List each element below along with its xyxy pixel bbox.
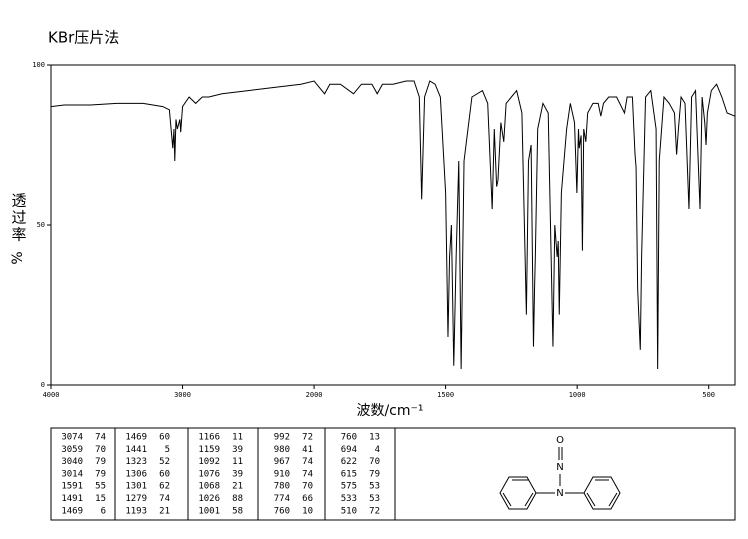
peak-wavenumber: 992 <box>274 433 290 443</box>
y-axis-unit: % <box>10 251 26 264</box>
peak-wavenumber: 1159 <box>198 445 220 455</box>
atom-label: N <box>556 488 563 499</box>
peak-wavenumber: 1092 <box>198 457 220 467</box>
peak-transmittance: 62 <box>159 482 170 492</box>
peak-transmittance: 58 <box>232 506 243 516</box>
peak-wavenumber: 575 <box>341 482 357 492</box>
peak-transmittance: 74 <box>302 469 313 479</box>
peak-wavenumber: 1491 <box>61 494 83 504</box>
peak-transmittance: 6 <box>101 506 106 516</box>
peak-transmittance: 60 <box>159 469 170 479</box>
x-tick-label: 500 <box>702 391 715 399</box>
double-bond <box>586 492 596 507</box>
peak-transmittance: 74 <box>302 457 313 467</box>
y-tick-label: 0 <box>41 381 45 389</box>
table-frame <box>50 427 736 521</box>
peak-transmittance: 5 <box>165 445 170 455</box>
peak-wavenumber: 760 <box>341 433 357 443</box>
atom-label: N <box>556 462 563 473</box>
peak-wavenumber: 760 <box>274 506 290 516</box>
peak-transmittance: 4 <box>375 445 380 455</box>
peak-wavenumber: 1001 <box>198 506 220 516</box>
peak-transmittance: 11 <box>232 433 243 443</box>
peak-wavenumber: 3074 <box>61 433 83 443</box>
peak-transmittance: 13 <box>369 433 380 443</box>
double-bond <box>502 492 512 507</box>
peak-transmittance: 21 <box>159 506 170 516</box>
chart-title: KBr压片法 <box>48 29 119 47</box>
peak-transmittance: 88 <box>232 494 243 504</box>
peak-transmittance: 53 <box>369 494 380 504</box>
peak-wavenumber: 1469 <box>61 506 83 516</box>
peak-transmittance: 70 <box>369 457 380 467</box>
peak-transmittance: 79 <box>95 457 106 467</box>
peak-wavenumber: 1076 <box>198 469 220 479</box>
peak-transmittance: 53 <box>369 482 380 492</box>
double-bond <box>524 492 534 507</box>
peak-transmittance: 70 <box>302 482 313 492</box>
peak-wavenumber: 3014 <box>61 469 83 479</box>
y-axis-label: 透过率 <box>10 193 28 244</box>
peak-transmittance: 11 <box>232 457 243 467</box>
peak-wavenumber: 1026 <box>198 494 220 504</box>
peak-transmittance: 15 <box>95 494 106 504</box>
peak-transmittance: 74 <box>95 433 106 443</box>
peak-transmittance: 79 <box>369 469 380 479</box>
peak-wavenumber: 1306 <box>125 469 147 479</box>
y-tick-label: 100 <box>32 61 45 69</box>
peak-transmittance: 72 <box>369 506 380 516</box>
benzene-ring <box>583 476 621 510</box>
peak-transmittance: 21 <box>232 482 243 492</box>
peak-wavenumber: 967 <box>274 457 290 467</box>
peak-wavenumber: 1469 <box>125 433 147 443</box>
peak-transmittance: 39 <box>232 445 243 455</box>
plot-frame <box>50 64 736 386</box>
peak-wavenumber: 1323 <box>125 457 147 467</box>
peak-wavenumber: 694 <box>341 445 357 455</box>
molecule <box>499 447 621 510</box>
x-tick-label: 4000 <box>43 391 60 399</box>
peak-transmittance: 55 <box>95 482 106 492</box>
peak-wavenumber: 780 <box>274 482 290 492</box>
peak-transmittance: 10 <box>302 506 313 516</box>
atom-label: O <box>556 435 564 446</box>
x-tick-label: 1000 <box>569 391 586 399</box>
peak-wavenumber: 622 <box>341 457 357 467</box>
peak-transmittance: 41 <box>302 445 313 455</box>
peak-wavenumber: 1068 <box>198 482 220 492</box>
peak-transmittance: 66 <box>302 494 313 504</box>
peak-wavenumber: 1591 <box>61 482 83 492</box>
peak-transmittance: 39 <box>232 469 243 479</box>
peak-transmittance: 60 <box>159 433 170 443</box>
benzene-ring <box>499 476 537 510</box>
peak-wavenumber: 1301 <box>125 482 147 492</box>
peak-wavenumber: 910 <box>274 469 290 479</box>
peak-transmittance: 74 <box>159 494 170 504</box>
peak-wavenumber: 1193 <box>125 506 147 516</box>
x-axis-label: 波数/cm⁻¹ <box>356 403 423 419</box>
y-tick-label: 50 <box>37 221 45 229</box>
peak-wavenumber: 510 <box>341 506 357 516</box>
double-bond <box>608 492 618 507</box>
peak-transmittance: 72 <box>302 433 313 443</box>
x-tick-label: 1500 <box>437 391 454 399</box>
x-tick-label: 2000 <box>306 391 323 399</box>
spectrum-line <box>50 80 736 370</box>
peak-wavenumber: 1279 <box>125 494 147 504</box>
peak-wavenumber: 3059 <box>61 445 83 455</box>
peak-wavenumber: 980 <box>274 445 290 455</box>
peak-wavenumber: 533 <box>341 494 357 504</box>
x-tick-label: 3000 <box>174 391 191 399</box>
peak-transmittance: 79 <box>95 469 106 479</box>
peak-transmittance: 52 <box>159 457 170 467</box>
peak-transmittance: 70 <box>95 445 106 455</box>
peak-wavenumber: 1166 <box>198 433 220 443</box>
peak-wavenumber: 615 <box>341 469 357 479</box>
peak-wavenumber: 1441 <box>125 445 147 455</box>
peak-wavenumber: 3040 <box>61 457 83 467</box>
peak-wavenumber: 774 <box>274 494 290 504</box>
